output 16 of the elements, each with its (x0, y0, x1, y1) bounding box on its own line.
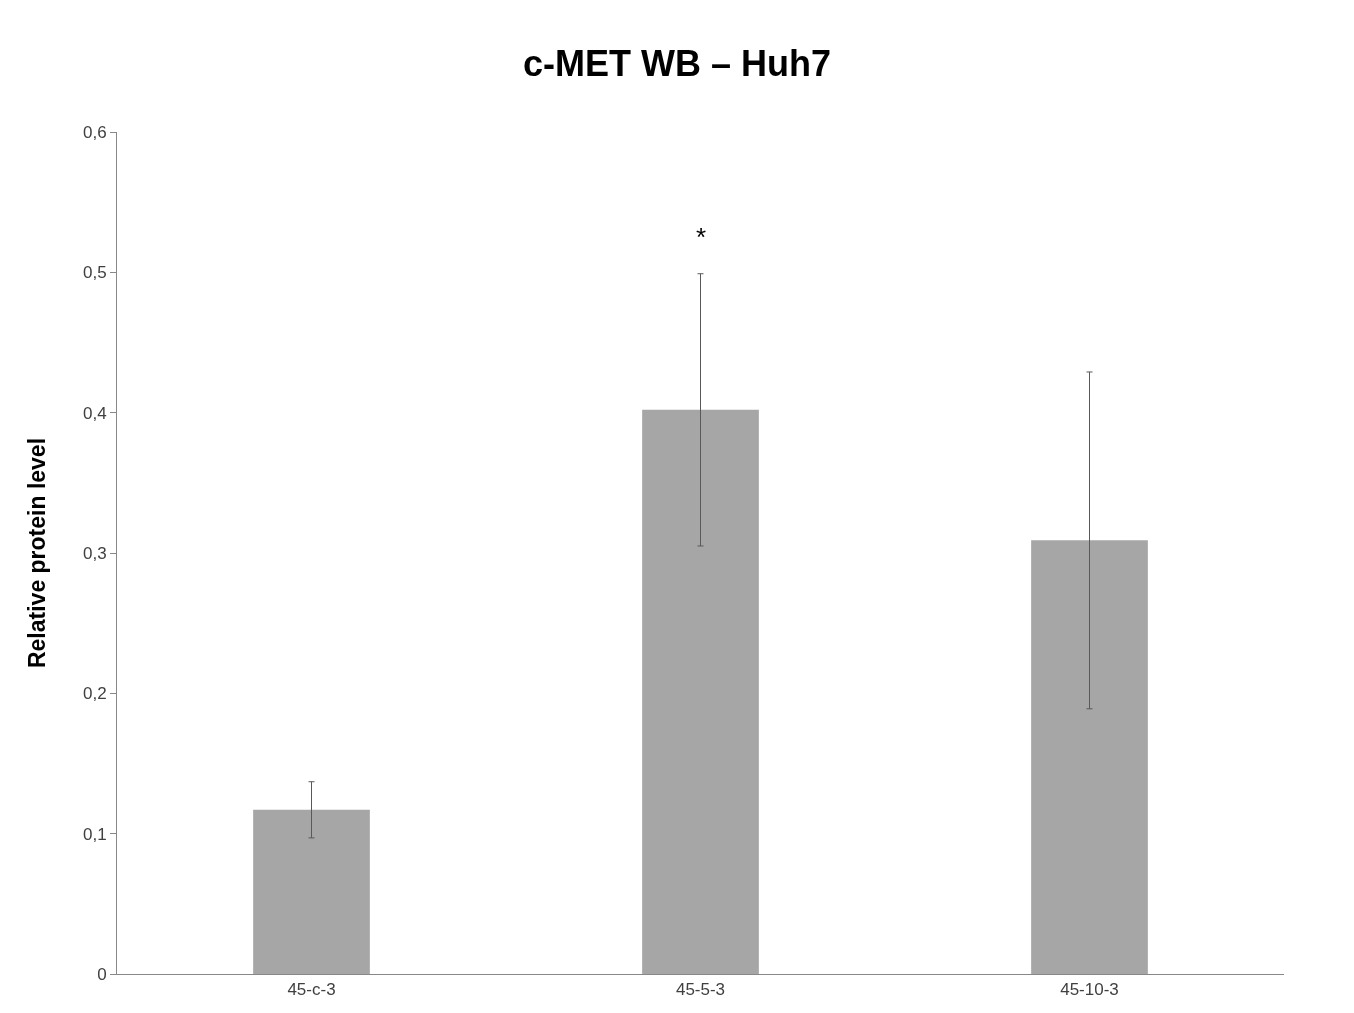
chart-title: c-MET WB – Huh7 (522, 42, 832, 84)
bar (642, 409, 759, 974)
x-tick-label: 45-5-3 (675, 980, 726, 1000)
bar (253, 809, 370, 974)
y-tick-label: 0,5 (82, 263, 107, 283)
y-tick-label: 0,4 (82, 403, 107, 423)
annotation: * (696, 222, 707, 252)
y-tick-label: 0,1 (82, 824, 107, 844)
y-tick-label: 0,2 (82, 684, 107, 704)
x-tick-label: 45-c-3 (287, 980, 336, 1000)
y-tick-label: 0,6 (82, 122, 107, 142)
y-tick-label: 0 (97, 964, 107, 984)
x-tick-label: 45-10-3 (1060, 980, 1119, 1000)
y-axis-title: Relative protein level (24, 437, 51, 669)
y-tick-label: 0,3 (82, 543, 107, 563)
bar (1031, 540, 1148, 974)
